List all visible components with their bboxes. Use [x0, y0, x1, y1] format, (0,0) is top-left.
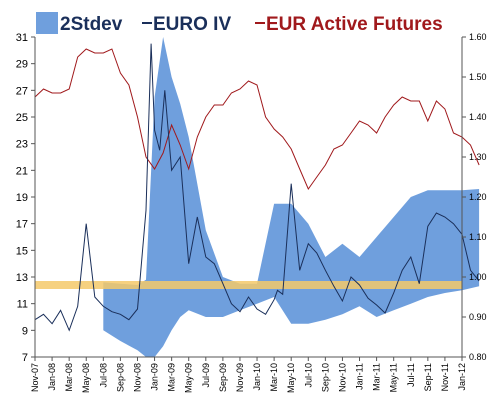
left-tick-label: 27 — [16, 85, 28, 97]
right-tick-label: 1.30 — [469, 152, 487, 162]
legend-label-eur-futures: EUR Active Futures — [266, 14, 443, 35]
legend: 2Stdev EURO IV EUR Active Futures — [36, 12, 443, 35]
std-band-area — [103, 37, 480, 357]
x-tick-label: Jan-09 — [150, 363, 160, 391]
x-tick-label: Nov-08 — [133, 363, 143, 392]
reference-band — [35, 281, 462, 289]
x-tick-label: Sep-09 — [218, 363, 228, 392]
left-tick-label: 21 — [16, 165, 28, 177]
left-tick-label: 31 — [16, 32, 28, 44]
left-tick-label: 7 — [22, 352, 28, 364]
right-tick-label: 1.60 — [469, 32, 487, 42]
x-tick-label: Jul-11 — [406, 363, 416, 387]
x-tick-label: Mar-08 — [64, 363, 74, 392]
euro-iv-layer — [34, 43, 480, 332]
x-tick-label: Jul-08 — [98, 363, 108, 388]
x-tick-label: Nov-11 — [440, 363, 450, 391]
right-tick-label: 1.50 — [469, 72, 487, 82]
left-tick-label: 13 — [16, 272, 28, 284]
left-tick-label: 11 — [17, 299, 28, 311]
legend-label-2stdev: 2Stdev — [60, 14, 123, 35]
right-tick-label: 1.00 — [469, 272, 487, 282]
left-tick-label: 29 — [16, 59, 28, 71]
x-tick-label: Sep-08 — [115, 363, 125, 392]
x-tick-label: Mar-10 — [269, 363, 279, 392]
right-tick-label: 1.10 — [469, 232, 487, 242]
x-ticks: Nov-07 Jan-08 Mar-08 May-08 Jul-08 Sep-08 Nov-… — [30, 357, 467, 393]
x-tick-label: May-09 — [184, 363, 194, 393]
x-tick-label: Sep-11 — [423, 363, 433, 391]
left-ticks: 7 9 11 13 15 17 19 21 23 25 27 29 31 — [16, 32, 35, 364]
euro-iv-line — [34, 43, 480, 332]
left-tick-label: 15 — [16, 245, 28, 257]
x-tick-label: Jan-08 — [47, 363, 57, 391]
left-tick-label: 19 — [16, 192, 28, 204]
right-tick-label: 0.90 — [469, 312, 487, 322]
right-tick-label: 1.40 — [469, 112, 487, 122]
legend-swatch-2stdev — [36, 12, 58, 34]
x-tick-label: Jul-09 — [201, 363, 211, 388]
x-tick-label: Jan-10 — [252, 363, 262, 391]
x-tick-label: Nov-10 — [337, 363, 347, 392]
x-tick-label: Jul-10 — [303, 363, 313, 388]
left-tick-label: 17 — [16, 219, 28, 231]
x-tick-label: Mar-11 — [372, 363, 382, 391]
x-tick-label: Jan-12 — [457, 363, 467, 391]
x-tick-label: Mar-09 — [167, 363, 177, 392]
eur-futures-line — [34, 48, 480, 191]
right-ticks: 0.80 0.90 1.00 1.10 1.20 1.30 1.40 1.50 1.60 — [462, 32, 487, 362]
eur-futures-layer — [34, 48, 480, 191]
legend-label-euro-iv: EURO IV — [153, 14, 231, 35]
reference-band-layer — [35, 281, 462, 289]
left-tick-label: 25 — [16, 112, 28, 124]
x-tick-label: Nov-09 — [235, 363, 245, 392]
x-tick-label: Nov-07 — [30, 363, 40, 392]
x-tick-label: May-10 — [286, 363, 296, 393]
left-tick-label: 23 — [16, 139, 28, 151]
x-tick-label: May-11 — [389, 363, 399, 392]
std-band-layer — [103, 37, 480, 357]
x-tick-label: Jan-11 — [355, 363, 365, 390]
axes-layer — [34, 37, 463, 358]
x-tick-label: Sep-10 — [320, 363, 330, 392]
x-tick-label: May-08 — [81, 363, 91, 393]
left-tick-label: 9 — [22, 325, 28, 337]
right-tick-label: 0.80 — [469, 352, 487, 362]
right-tick-label: 1.20 — [469, 192, 487, 202]
